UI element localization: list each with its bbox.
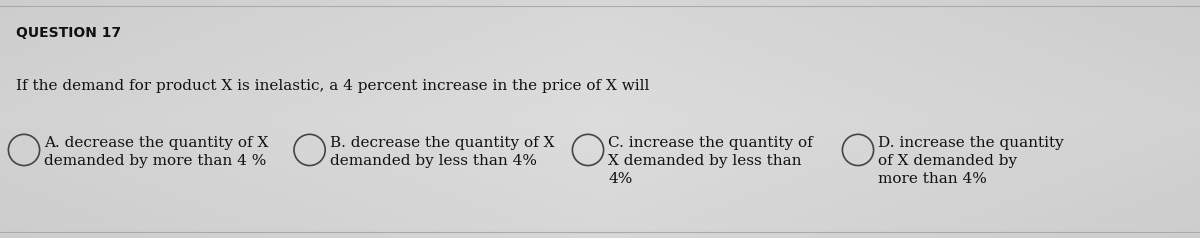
Text: D. increase the quantity
of X demanded by
more than 4%: D. increase the quantity of X demanded b… <box>878 136 1064 186</box>
Text: If the demand for product X is inelastic, a 4 percent increase in the price of X: If the demand for product X is inelastic… <box>16 79 649 93</box>
Text: QUESTION 17: QUESTION 17 <box>16 26 121 40</box>
Text: B. decrease the quantity of X
demanded by less than 4%: B. decrease the quantity of X demanded b… <box>330 136 554 168</box>
Text: A. decrease the quantity of X
demanded by more than 4 %: A. decrease the quantity of X demanded b… <box>44 136 269 168</box>
Text: C. increase the quantity of
X demanded by less than
4%: C. increase the quantity of X demanded b… <box>608 136 814 186</box>
